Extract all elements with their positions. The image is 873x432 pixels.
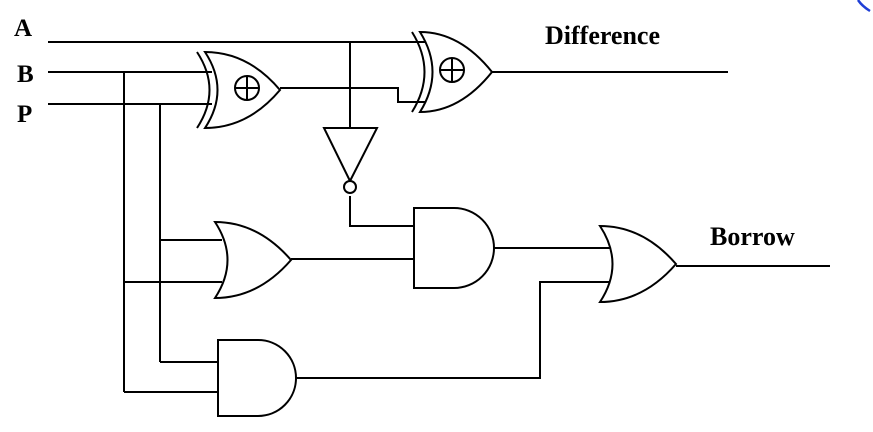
wires <box>48 41 830 393</box>
output-label-difference: Difference <box>545 21 660 50</box>
or-gate-2 <box>598 224 678 304</box>
and-gate-1 <box>413 207 495 289</box>
or-gate-1 <box>213 220 293 300</box>
and-gate-2 <box>217 339 297 417</box>
not-gate <box>322 127 379 194</box>
xor-gate-2 <box>411 30 494 114</box>
input-label-b: B <box>17 61 34 88</box>
output-label-borrow: Borrow <box>710 222 795 251</box>
input-label-a: A <box>14 15 32 42</box>
input-label-p: P <box>17 101 32 128</box>
corner-arc-mark <box>856 0 871 13</box>
wire-not-to-and1 <box>349 196 414 227</box>
wire-and2-to-or2 <box>296 281 610 379</box>
xor-gate-1 <box>196 50 282 130</box>
wire-xor1-to-xor2 <box>280 87 425 103</box>
